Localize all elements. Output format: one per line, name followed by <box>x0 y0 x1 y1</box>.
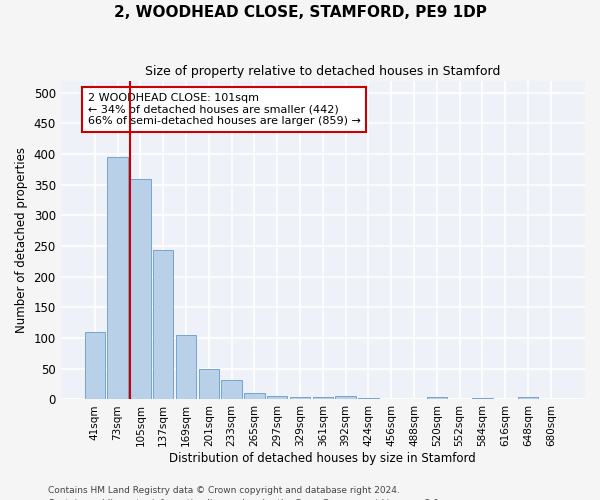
Bar <box>518 397 538 400</box>
Bar <box>130 178 151 400</box>
Text: Contains public sector information licensed under the Open Government Licence v3: Contains public sector information licen… <box>48 498 442 500</box>
Bar <box>427 397 447 400</box>
Bar <box>335 396 356 400</box>
Bar <box>244 394 265 400</box>
Bar <box>107 157 128 400</box>
Text: 2, WOODHEAD CLOSE, STAMFORD, PE9 1DP: 2, WOODHEAD CLOSE, STAMFORD, PE9 1DP <box>113 5 487 20</box>
X-axis label: Distribution of detached houses by size in Stamford: Distribution of detached houses by size … <box>169 452 476 465</box>
Bar <box>199 369 219 400</box>
Title: Size of property relative to detached houses in Stamford: Size of property relative to detached ho… <box>145 65 500 78</box>
Bar <box>313 397 333 400</box>
Bar <box>221 380 242 400</box>
Bar <box>176 335 196 400</box>
Bar <box>85 332 105 400</box>
Text: Contains HM Land Registry data © Crown copyright and database right 2024.: Contains HM Land Registry data © Crown c… <box>48 486 400 495</box>
Text: 2 WOODHEAD CLOSE: 101sqm
← 34% of detached houses are smaller (442)
66% of semi-: 2 WOODHEAD CLOSE: 101sqm ← 34% of detach… <box>88 93 361 126</box>
Bar <box>267 396 287 400</box>
Bar <box>472 398 493 400</box>
Y-axis label: Number of detached properties: Number of detached properties <box>15 147 28 333</box>
Bar <box>290 397 310 400</box>
Bar <box>153 250 173 400</box>
Bar <box>358 398 379 400</box>
